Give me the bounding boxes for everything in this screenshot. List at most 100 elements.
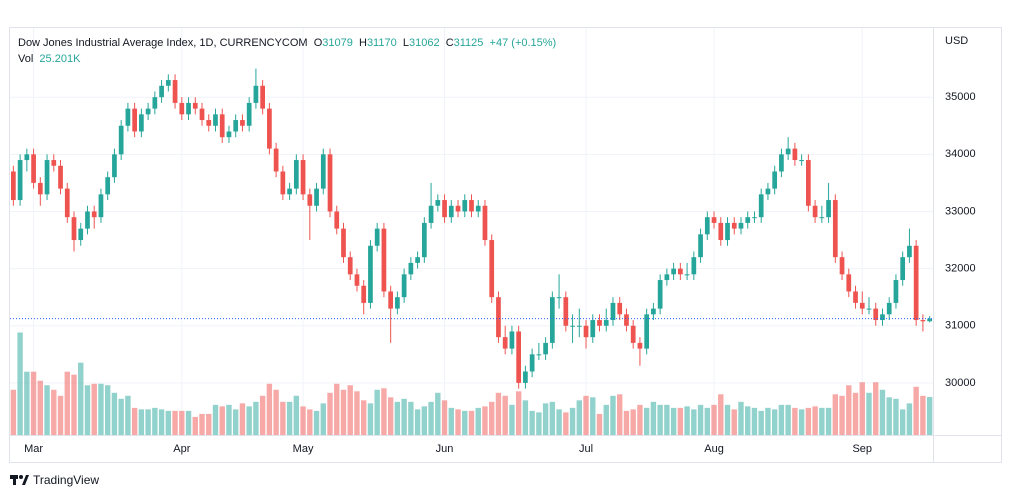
candle-body bbox=[758, 194, 764, 218]
candle-body bbox=[280, 171, 286, 195]
volume-bar bbox=[745, 406, 751, 435]
volume-bar bbox=[563, 412, 569, 435]
candle-body bbox=[17, 160, 23, 201]
candle-body bbox=[361, 285, 367, 303]
legend: Dow Jones Industrial Average Index, 1D, … bbox=[18, 35, 556, 67]
volume-bar bbox=[751, 407, 758, 435]
volume-bar bbox=[259, 395, 266, 435]
volume-bar bbox=[78, 362, 84, 435]
candle-body bbox=[543, 342, 548, 355]
candle-body bbox=[179, 102, 185, 115]
candle-body bbox=[799, 160, 804, 162]
candle-body bbox=[347, 257, 353, 275]
x-tick-label: Jun bbox=[436, 443, 454, 455]
candle-body bbox=[226, 131, 232, 138]
candle-body bbox=[267, 108, 272, 149]
volume-bar bbox=[913, 386, 919, 435]
candle-body bbox=[832, 200, 838, 258]
candle-body bbox=[421, 222, 427, 258]
candle-body bbox=[165, 80, 171, 86]
candle-body bbox=[85, 211, 90, 229]
candle-body bbox=[71, 217, 77, 241]
y-tick-label: 31000 bbox=[945, 320, 976, 332]
volume-bar bbox=[805, 407, 812, 435]
volume-bar bbox=[233, 409, 239, 435]
volume-bar bbox=[340, 389, 347, 435]
candle-body bbox=[428, 205, 434, 223]
volume-bar bbox=[462, 410, 468, 435]
candle-body bbox=[725, 222, 730, 241]
candle-body bbox=[300, 160, 306, 195]
volume-bar bbox=[104, 385, 111, 435]
candle-body bbox=[785, 148, 791, 155]
volume-bar bbox=[886, 397, 892, 435]
candle-body bbox=[651, 308, 656, 315]
volume-bar bbox=[792, 407, 798, 435]
volume-bar bbox=[771, 409, 778, 435]
volume-bar bbox=[84, 385, 91, 435]
candle-body bbox=[704, 217, 710, 235]
candle-body bbox=[913, 245, 919, 321]
volume-bar bbox=[852, 392, 859, 435]
volume-key: Vol bbox=[18, 53, 34, 65]
candle-body bbox=[711, 217, 717, 223]
volume-bar bbox=[71, 374, 77, 435]
volume-bar bbox=[623, 410, 630, 435]
candle-body bbox=[246, 102, 252, 126]
volume-bar bbox=[354, 391, 360, 435]
ohlc-value: 31170 bbox=[366, 37, 397, 49]
candle-body bbox=[624, 314, 629, 326]
volume-bar bbox=[57, 395, 64, 435]
candle-body bbox=[145, 108, 151, 115]
candle-body bbox=[880, 314, 885, 321]
candle-body bbox=[139, 114, 144, 132]
volume-bar bbox=[387, 397, 394, 435]
volume-bar bbox=[253, 401, 259, 435]
volume-bar bbox=[280, 401, 286, 435]
footer-brand: TradingView bbox=[33, 473, 99, 487]
candle-body bbox=[260, 85, 266, 109]
candle-body bbox=[125, 108, 131, 126]
volume-bar bbox=[664, 404, 670, 435]
volume-bar bbox=[10, 389, 17, 435]
candle-body bbox=[341, 228, 346, 258]
candle-body bbox=[792, 148, 798, 161]
volume-bar bbox=[468, 410, 475, 435]
candle-body bbox=[570, 325, 575, 327]
volume-bar bbox=[812, 406, 818, 435]
legend-row: Vol 25.201K bbox=[18, 51, 556, 67]
candle-body bbox=[718, 222, 724, 241]
volume-bar bbox=[637, 404, 643, 435]
volume-bar bbox=[91, 383, 97, 435]
candle-body bbox=[118, 125, 124, 155]
volume-bar bbox=[131, 407, 138, 435]
volume-bar bbox=[367, 403, 374, 435]
candle-body bbox=[806, 160, 811, 206]
volume-bar bbox=[657, 404, 663, 435]
candle-body bbox=[893, 280, 899, 303]
volume-bar bbox=[785, 404, 791, 435]
candle-body bbox=[590, 320, 596, 338]
volume-bar bbox=[327, 392, 333, 435]
volume-bar bbox=[192, 416, 198, 435]
volume-bar bbox=[145, 409, 151, 435]
volume-bar bbox=[118, 398, 124, 435]
candle-body bbox=[307, 194, 313, 206]
candle-body bbox=[765, 188, 771, 195]
volume-bar bbox=[347, 385, 353, 435]
candle-body bbox=[401, 274, 407, 298]
volume-bar bbox=[185, 410, 192, 435]
volume-bar bbox=[246, 406, 252, 435]
candle-body bbox=[320, 154, 326, 189]
volume-bar bbox=[455, 409, 461, 435]
volume-bar bbox=[30, 371, 37, 435]
volume-bar bbox=[158, 409, 165, 435]
candle-body bbox=[37, 182, 43, 195]
volume-bar bbox=[435, 392, 441, 435]
volume-bar bbox=[542, 403, 549, 435]
candle-body bbox=[610, 302, 616, 321]
y-tick-label: 32000 bbox=[945, 263, 976, 275]
candle-body bbox=[523, 371, 528, 383]
volume-bar bbox=[724, 404, 731, 435]
volume-bar bbox=[24, 371, 30, 435]
